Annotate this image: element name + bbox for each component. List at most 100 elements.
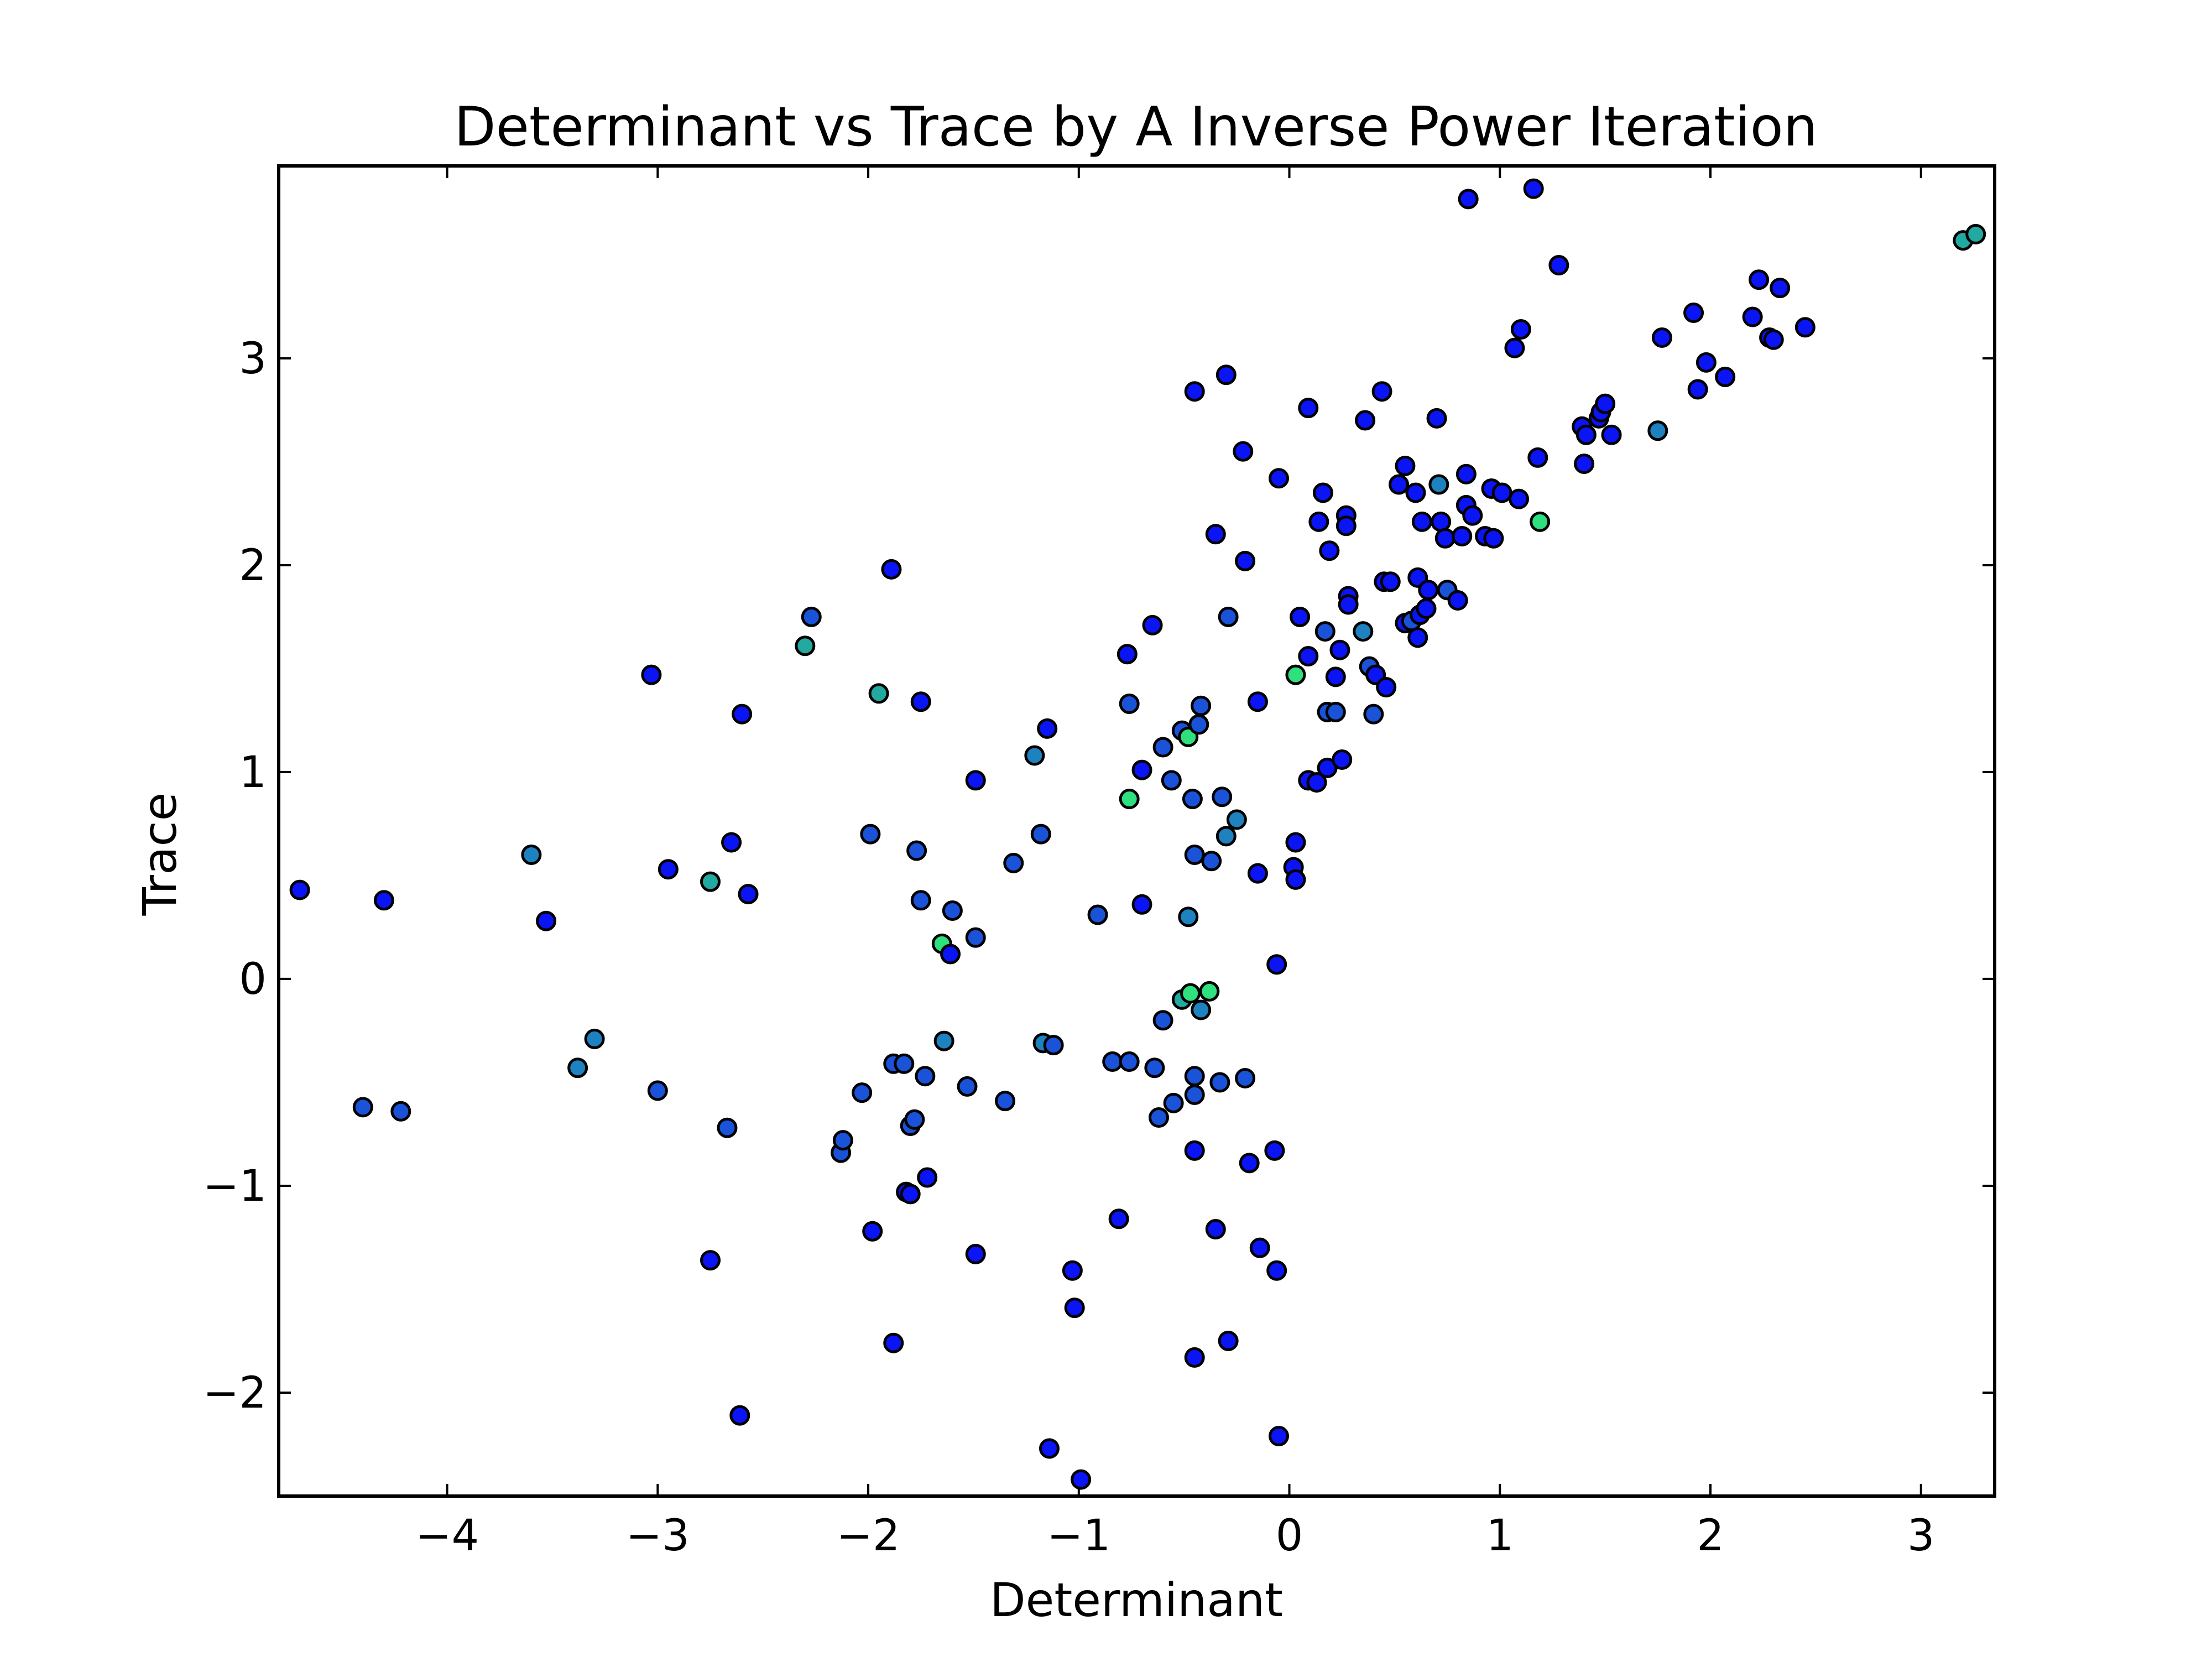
scatter-point bbox=[1601, 424, 1622, 445]
scatter-point bbox=[1426, 408, 1447, 429]
scatter-point bbox=[1794, 317, 1815, 338]
scatter-point bbox=[1595, 393, 1616, 414]
scatter-point bbox=[1575, 424, 1597, 445]
scatter-point bbox=[289, 879, 310, 900]
scatter-point bbox=[1071, 1469, 1092, 1490]
scatter-point bbox=[1306, 772, 1327, 793]
axis-ticks: −4 −3 −2 −1 0 1 2 3 −2 −1 0 1 2 3 bbox=[203, 166, 1995, 1561]
scatter-point bbox=[940, 944, 961, 965]
scatter-point bbox=[1209, 1072, 1230, 1093]
scatter-point bbox=[536, 910, 557, 931]
scatter-point bbox=[1215, 826, 1237, 847]
scatter-point bbox=[1266, 1260, 1287, 1281]
scatter-point bbox=[1504, 337, 1525, 358]
scatter-point bbox=[1037, 718, 1058, 739]
scatter-point bbox=[1298, 645, 1319, 666]
scatter-point bbox=[1363, 704, 1384, 725]
scatter-point bbox=[1491, 482, 1512, 503]
scatter-point bbox=[1683, 303, 1704, 324]
scatter-point bbox=[1268, 468, 1289, 489]
x-tick-label: 1 bbox=[1486, 1511, 1514, 1561]
scatter-point bbox=[1188, 714, 1209, 735]
scatter-point bbox=[894, 1053, 915, 1074]
scatter-point bbox=[1405, 482, 1426, 503]
scatter-point bbox=[1647, 420, 1668, 441]
scatter-point bbox=[1389, 474, 1410, 495]
scatter-point bbox=[1325, 666, 1346, 687]
scatter-point bbox=[738, 884, 759, 905]
scatter-point bbox=[906, 840, 927, 861]
x-tick-label: 0 bbox=[1276, 1511, 1303, 1561]
scatter-point bbox=[1184, 1347, 1205, 1368]
x-tick-label: −2 bbox=[837, 1511, 900, 1561]
scatter-point bbox=[942, 900, 963, 921]
scatter-point bbox=[1191, 695, 1212, 716]
scatter-point bbox=[1247, 863, 1268, 884]
scatter-point bbox=[1108, 1208, 1129, 1229]
scatter-point bbox=[721, 832, 742, 853]
scatter-point bbox=[1003, 852, 1024, 873]
x-tick-label: −3 bbox=[626, 1511, 690, 1561]
scatter-point bbox=[1687, 379, 1708, 400]
scatter-point bbox=[658, 859, 679, 880]
scatter-point bbox=[1695, 352, 1717, 373]
scatter-point bbox=[995, 1091, 1016, 1112]
scatter-point bbox=[965, 1243, 986, 1264]
scatter-point bbox=[1455, 463, 1477, 484]
scatter-point bbox=[1152, 1010, 1173, 1031]
scatter-point bbox=[1332, 749, 1353, 770]
scatter-point bbox=[1062, 1260, 1083, 1281]
plot-frame bbox=[277, 164, 1996, 1498]
scatter-point bbox=[1102, 1051, 1123, 1072]
scatter-point bbox=[1329, 639, 1350, 660]
scatter-point bbox=[1651, 327, 1672, 348]
y-tick-label: 0 bbox=[239, 955, 267, 1004]
scatter-point bbox=[352, 1097, 373, 1118]
scatter-point bbox=[862, 1221, 883, 1242]
scatter-point bbox=[1235, 550, 1256, 571]
scatter-point bbox=[1184, 1066, 1205, 1087]
scatter-point bbox=[390, 1101, 411, 1122]
scatter-point bbox=[1182, 789, 1203, 810]
scatter-point bbox=[1548, 255, 1569, 276]
scatter-point bbox=[567, 1057, 588, 1079]
scatter-point bbox=[584, 1028, 605, 1049]
scatter-point bbox=[1574, 454, 1595, 475]
scatter-point bbox=[1205, 524, 1226, 545]
scatter-point bbox=[957, 1076, 978, 1097]
scatter-point bbox=[1233, 441, 1254, 462]
scatter-point bbox=[1509, 488, 1530, 509]
scatter-point bbox=[1205, 1219, 1226, 1240]
scatter-point bbox=[1319, 540, 1340, 561]
scatter-point bbox=[1763, 329, 1784, 350]
y-tick-label: −1 bbox=[203, 1161, 267, 1211]
scatter-point bbox=[1411, 511, 1432, 532]
scatter-point bbox=[1268, 1426, 1289, 1447]
scatter-point bbox=[1218, 606, 1239, 627]
scatter-point bbox=[883, 1332, 904, 1353]
scatter-point bbox=[1024, 745, 1045, 766]
scatter-point bbox=[910, 890, 931, 911]
scatter-point bbox=[1247, 691, 1268, 712]
scatter-point bbox=[1180, 983, 1201, 1004]
scatter-point bbox=[1285, 832, 1306, 853]
scatter-point bbox=[1312, 482, 1333, 503]
scatter-point bbox=[1119, 1051, 1140, 1072]
scatter-point bbox=[801, 606, 822, 627]
scatter-point bbox=[1184, 1084, 1205, 1105]
scatter-point bbox=[881, 559, 902, 580]
scatter-point bbox=[1458, 189, 1479, 210]
scatter-point bbox=[1199, 981, 1220, 1002]
scatter-point bbox=[1201, 851, 1222, 872]
scatter-point bbox=[1087, 904, 1108, 925]
scatter-point bbox=[1161, 770, 1182, 791]
scatter-point bbox=[1452, 526, 1473, 547]
scatter-point bbox=[860, 824, 881, 845]
scatter-point bbox=[1298, 398, 1319, 419]
scatter-point bbox=[965, 770, 986, 791]
scatter-point bbox=[1431, 511, 1452, 532]
scatter-point bbox=[1749, 269, 1770, 290]
scatter-point bbox=[1314, 621, 1335, 642]
